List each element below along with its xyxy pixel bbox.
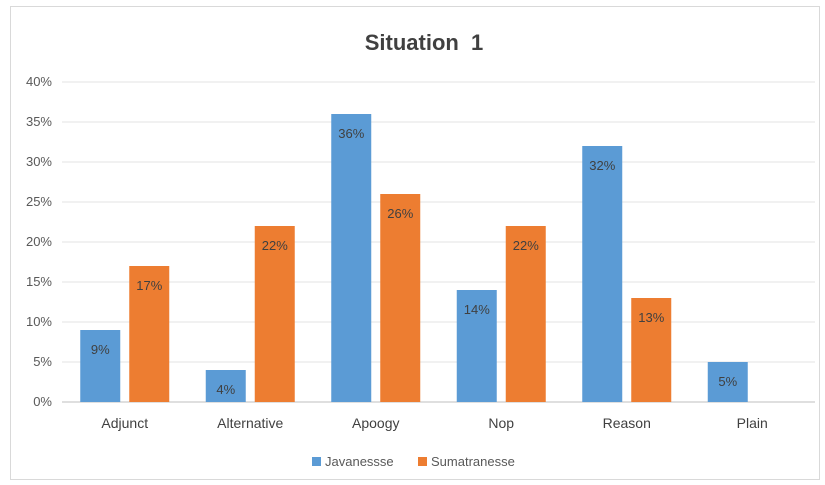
data-label: 22% [513, 238, 539, 253]
data-label: 14% [464, 302, 490, 317]
bar-javanessse-apoogy [331, 114, 372, 402]
data-label: 4% [216, 382, 235, 397]
data-label: 22% [262, 238, 288, 253]
data-labels: 9% 17% 4% 22% 36% 26% 14% 22% 32% 13% 5% [91, 126, 738, 397]
x-category-label: Reason [603, 415, 651, 431]
data-label: 32% [589, 158, 615, 173]
legend: Javanessse Sumatranesse [312, 454, 515, 469]
y-tick-label: 5% [33, 354, 52, 369]
x-category-label: Nop [488, 415, 514, 431]
bar-javanessse-plain [707, 362, 748, 402]
y-tick-label: 40% [26, 74, 52, 89]
bar-javanessse-adjunct [80, 330, 121, 402]
x-category-label: Plain [737, 415, 768, 431]
bars [80, 114, 748, 402]
legend-label: Javanessse [325, 454, 394, 469]
legend-swatch [418, 457, 427, 466]
x-axis-categories: Adjunct Alternative Apoogy Nop Reason Plain [101, 415, 767, 431]
bar-sumatranesse-apoogy [380, 194, 421, 402]
y-tick-label: 10% [26, 314, 52, 329]
data-label: 26% [387, 206, 413, 221]
x-category-label: Adjunct [101, 415, 148, 431]
x-category-label: Alternative [217, 415, 283, 431]
data-label: 5% [718, 374, 737, 389]
bar-sumatranesse-nop [505, 226, 546, 402]
gridlines [62, 81, 815, 403]
data-label: 36% [338, 126, 364, 141]
bar-sumatranesse-alternative [254, 226, 295, 402]
data-label: 9% [91, 342, 110, 357]
y-tick-label: 0% [33, 394, 52, 409]
y-tick-label: 15% [26, 274, 52, 289]
y-axis-ticks: 0% 5% 10% 15% 20% 25% 30% 35% 40% [26, 74, 52, 409]
bar-sumatranesse-adjunct [129, 266, 170, 402]
legend-label: Sumatranesse [431, 454, 515, 469]
chart-title: Situation 1 [365, 30, 484, 55]
data-label: 17% [136, 278, 162, 293]
data-label: 13% [638, 310, 664, 325]
y-tick-label: 25% [26, 194, 52, 209]
bar-javanessse-reason [582, 146, 623, 402]
legend-swatch [312, 457, 321, 466]
y-tick-label: 35% [26, 114, 52, 129]
bar-sumatranesse-reason [631, 298, 672, 402]
x-category-label: Apoogy [352, 415, 399, 431]
bar-javanessse-alternative [205, 370, 246, 402]
y-tick-label: 30% [26, 154, 52, 169]
bar-javanessse-nop [456, 290, 497, 402]
y-tick-label: 20% [26, 234, 52, 249]
